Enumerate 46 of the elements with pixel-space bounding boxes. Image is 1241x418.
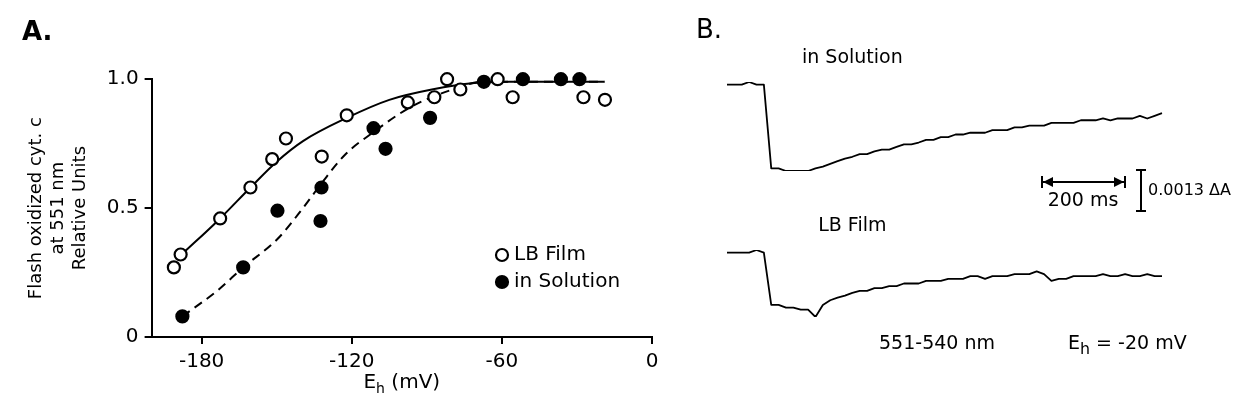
point — [427, 90, 442, 105]
legend-label: LB Film — [514, 241, 586, 266]
point — [265, 152, 280, 167]
y-axis-title: Flash oxidized cyt. c at 551 nm Relative Units — [24, 117, 89, 300]
point — [378, 141, 393, 156]
point — [366, 121, 381, 136]
point — [213, 211, 228, 226]
point — [313, 213, 328, 229]
point — [175, 309, 190, 324]
point — [572, 72, 587, 87]
text: LB Film — [818, 213, 887, 236]
point — [505, 90, 520, 105]
point — [515, 72, 530, 87]
point — [339, 108, 354, 123]
text: E$_{h}$ = -20 mV — [1068, 331, 1187, 358]
point — [173, 247, 188, 262]
text: 200 ms — [1047, 188, 1119, 210]
point — [278, 131, 294, 146]
point — [314, 149, 329, 164]
point — [453, 82, 468, 97]
point — [490, 72, 505, 87]
point — [597, 92, 613, 107]
point — [270, 203, 285, 218]
point — [400, 95, 415, 110]
legend-label: in Solution — [514, 268, 621, 293]
point — [576, 90, 591, 105]
x-tick-label: -60 — [485, 348, 519, 373]
y-tick-label: 0 — [125, 323, 139, 348]
x-tick-label: 0 — [645, 348, 659, 373]
point — [236, 260, 251, 275]
point — [422, 110, 438, 125]
point — [439, 72, 455, 87]
x-tick-label: -120 — [329, 348, 375, 373]
chart-title: B. — [696, 14, 723, 44]
point — [166, 260, 181, 275]
chart-title: A. — [22, 16, 53, 47]
text: in Solution — [801, 45, 903, 68]
text: 0.0013 ΔA — [1148, 180, 1231, 199]
point — [476, 74, 491, 89]
x-tick-label: -180 — [178, 348, 225, 373]
text: 551-540 nm — [879, 331, 995, 353]
point — [553, 72, 569, 87]
point — [314, 180, 329, 195]
y-tick-label: 1.0 — [106, 65, 139, 90]
point — [243, 180, 258, 195]
y-tick-label: 0.5 — [106, 194, 139, 219]
